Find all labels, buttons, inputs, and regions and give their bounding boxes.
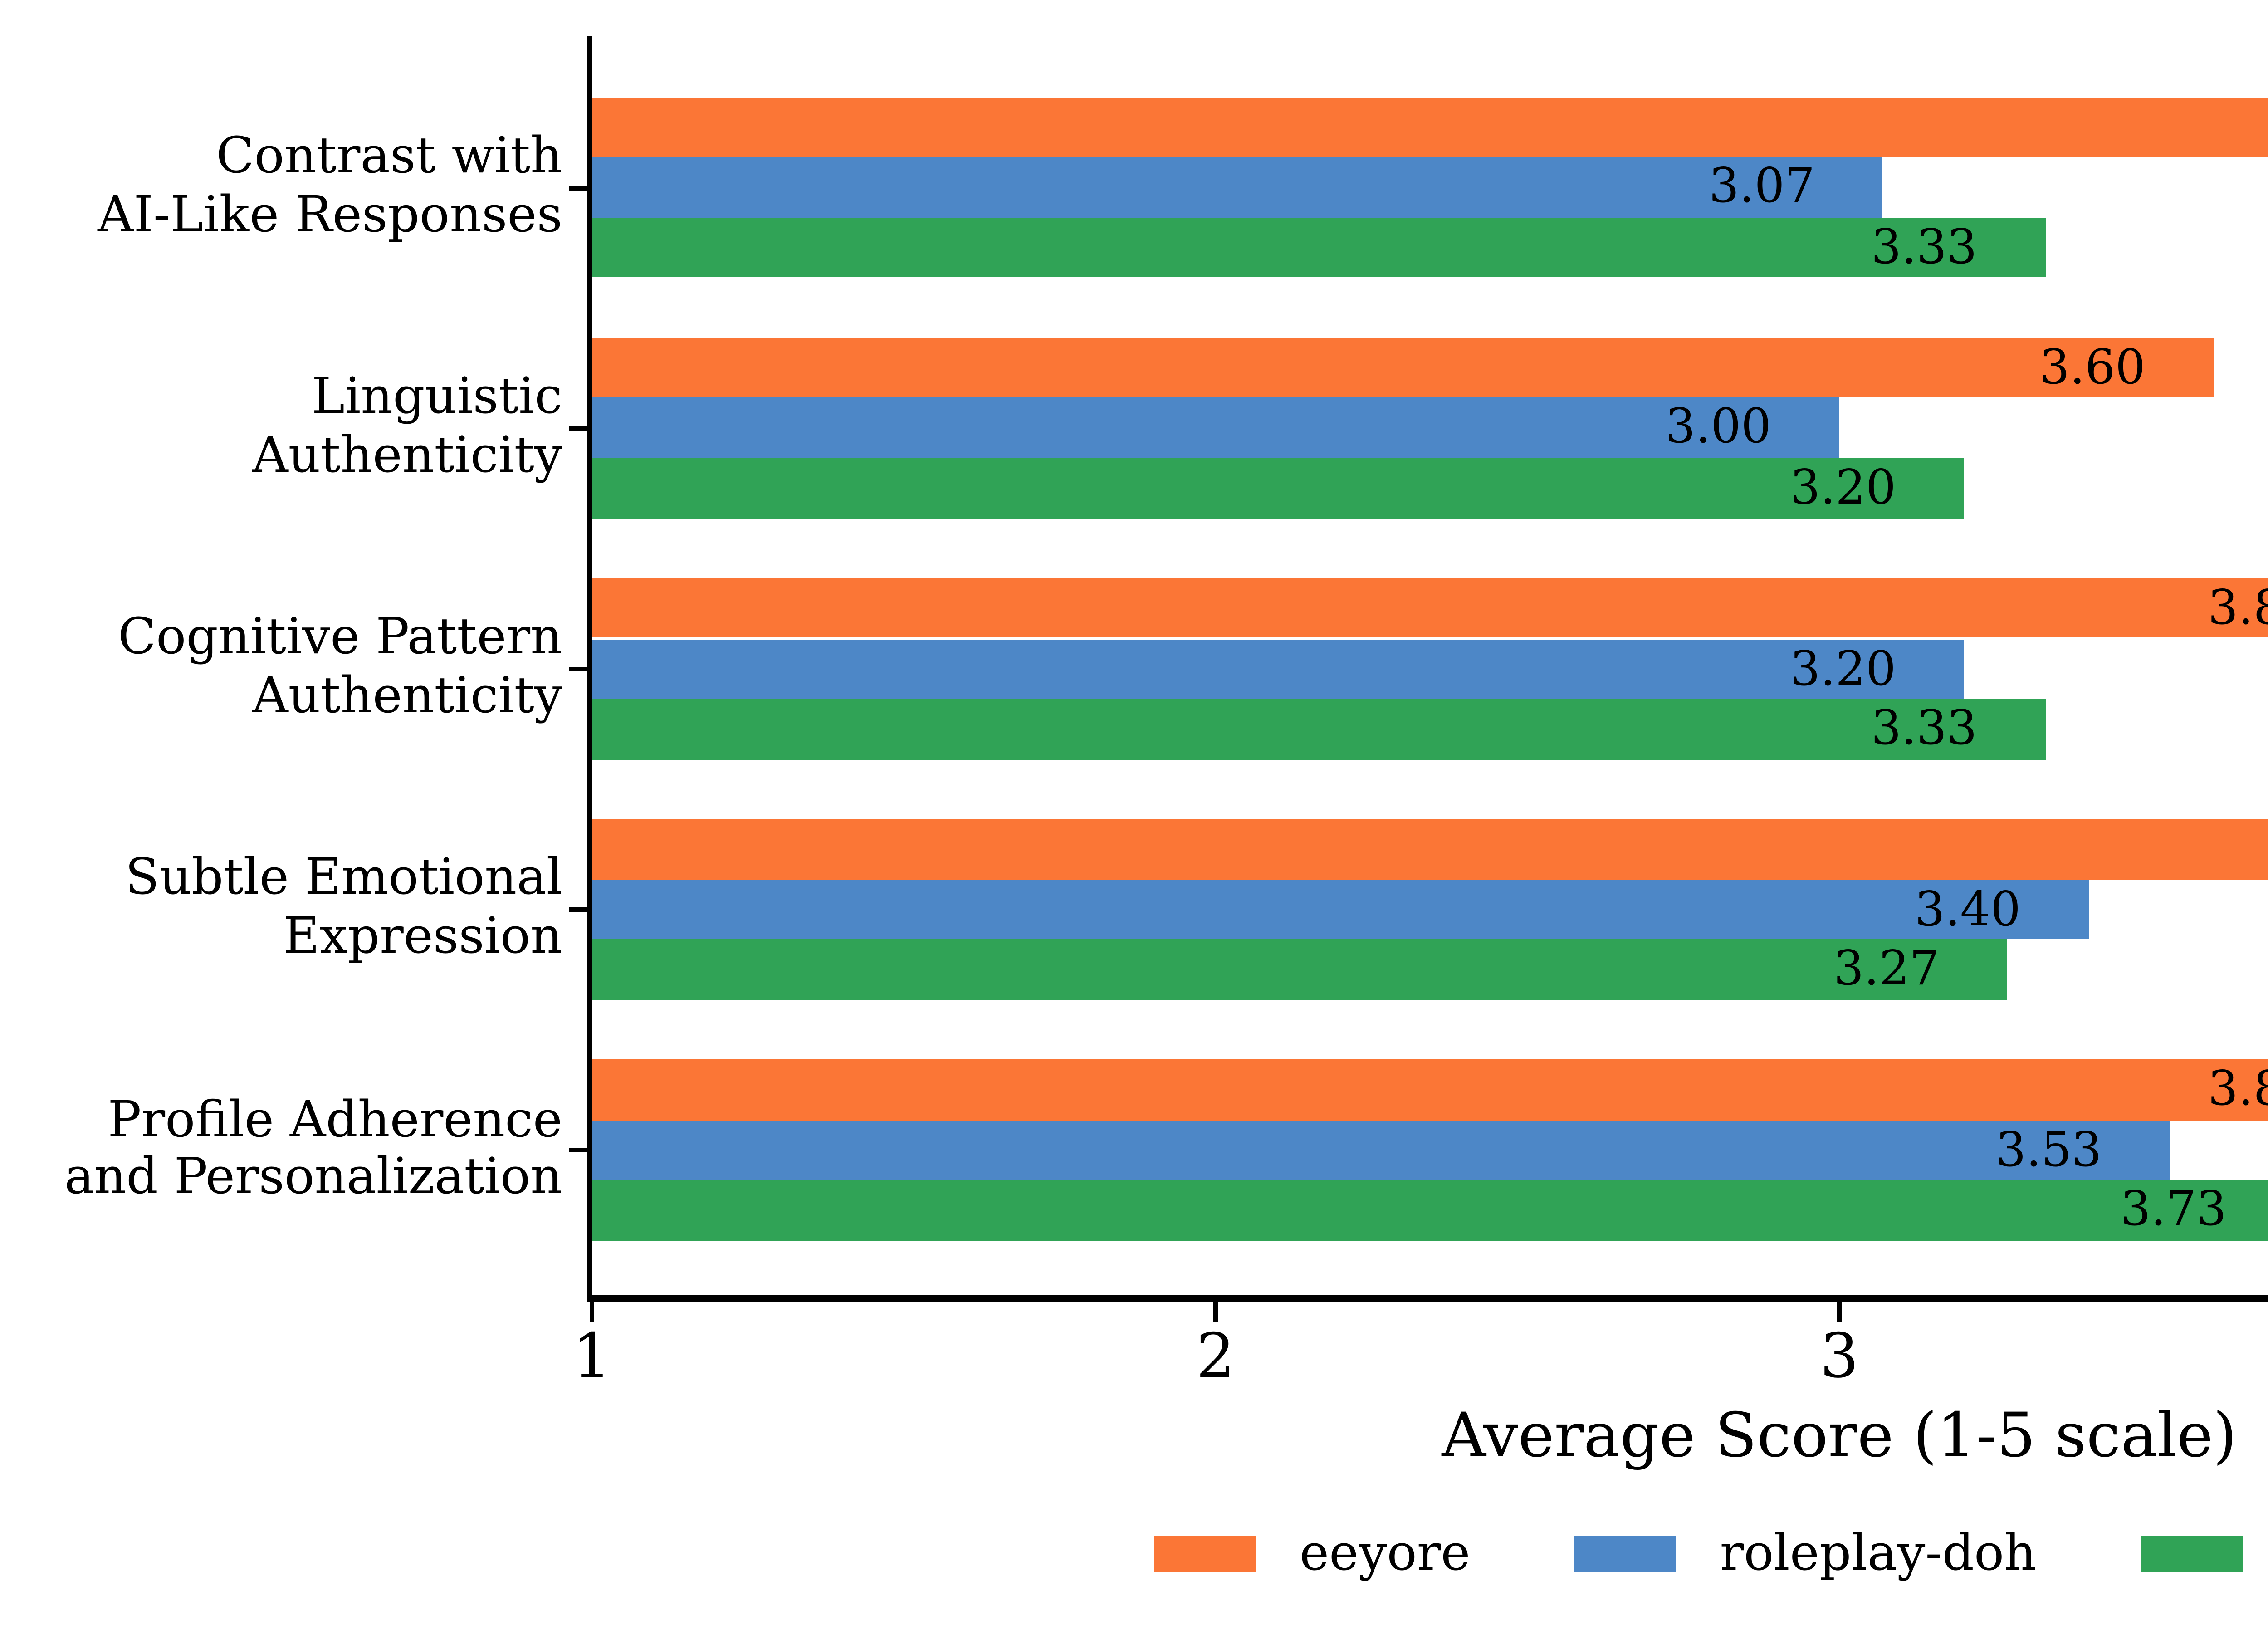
- legend-swatch-eeyore: [1154, 1536, 1256, 1572]
- category-label-line: Linguistic: [312, 370, 562, 427]
- bar-value-label: 3.00: [1665, 400, 1771, 455]
- y-tick: [569, 666, 590, 671]
- category-label-line: and Personalization: [64, 1150, 562, 1207]
- category-label: Contrast with AI-Like Responses: [0, 129, 562, 245]
- category-label-line: Cognitive Pattern: [117, 611, 562, 668]
- bar-value-label: 3.33: [1871, 220, 1977, 274]
- category-label: Profile Adherence and Personalization: [0, 1092, 562, 1208]
- bar-value-label: 3.20: [1790, 460, 1896, 515]
- x-tick-label: 1: [572, 1322, 611, 1393]
- category-label-line: Subtle Emotional: [125, 851, 562, 908]
- bar-value-label: 4.00: [592, 819, 2268, 879]
- x-tick: [1837, 1302, 1842, 1322]
- x-tick: [590, 1302, 594, 1322]
- category-label-line: Authenticity: [252, 668, 562, 725]
- category-label-line: AI-Like Responses: [98, 187, 562, 244]
- category-label-line: Contrast with: [216, 129, 562, 186]
- bar-roleplay-doh: [592, 397, 1839, 458]
- bar-eeyore: [592, 578, 2268, 639]
- bar-patient-ψ: [592, 1180, 2268, 1241]
- x-axis-spine: [587, 1295, 2268, 1302]
- bar-value-label: 3.87: [2208, 580, 2268, 635]
- bar-roleplay-doh: [592, 1120, 2170, 1180]
- bar-eeyore: [592, 97, 2268, 157]
- y-tick: [569, 185, 590, 190]
- bar-patient-ψ: [592, 699, 2045, 759]
- bar-value-label: 3.27: [1833, 941, 1940, 996]
- bar-patient-ψ: [592, 939, 2008, 1000]
- bar-eeyore: [592, 1059, 2268, 1120]
- category-label: Linguistic Authenticity: [0, 370, 562, 486]
- category-label-line: Authenticity: [252, 428, 562, 485]
- bar-value-label: 3.40: [1915, 881, 2021, 936]
- bar-value-label: 3.60: [2039, 339, 2146, 394]
- category-label: Cognitive Pattern Authenticity: [0, 611, 562, 726]
- legend-label: roleplay-doh: [1720, 1525, 2037, 1582]
- bar-value-label: 3.87: [2208, 1062, 2268, 1116]
- bar-patient-ψ: [592, 217, 2045, 278]
- bar-value-label: 3.20: [1790, 641, 1896, 695]
- legend-label: eeyore: [1300, 1525, 1471, 1582]
- bar-roleplay-doh: [592, 157, 1883, 218]
- bar-value-label: 3.53: [1995, 1122, 2102, 1177]
- bar-value-label: 3.33: [1871, 701, 1977, 756]
- x-axis-label: Average Score (1-5 scale): [1442, 1402, 2237, 1472]
- x-tick: [1213, 1302, 1218, 1322]
- bar-value-label: 3.07: [1709, 159, 1815, 214]
- x-tick-label: 3: [1820, 1322, 1859, 1393]
- bar-patient-ψ: [592, 458, 1964, 519]
- y-tick: [569, 907, 590, 912]
- y-axis-spine: [587, 36, 592, 1302]
- bar-roleplay-doh: [592, 879, 2089, 940]
- category-label-line: Profile Adherence: [108, 1092, 563, 1149]
- bar-eeyore: [592, 337, 2214, 398]
- bar-value-label: 3.73: [2120, 1182, 2227, 1237]
- bar-eeyore: [592, 819, 2268, 879]
- category-label: Subtle Emotional Expression: [0, 852, 562, 967]
- bar-roleplay-doh: [592, 638, 1964, 699]
- bar-value-label: 4.00: [592, 97, 2268, 157]
- legend-swatch-roleplay-doh: [1574, 1536, 1677, 1572]
- y-tick: [569, 1148, 590, 1152]
- category-label-line: Expression: [283, 909, 562, 966]
- x-tick-label: 2: [1196, 1322, 1235, 1393]
- legend-swatch-patient-ψ: [2141, 1536, 2243, 1572]
- y-tick: [569, 426, 590, 431]
